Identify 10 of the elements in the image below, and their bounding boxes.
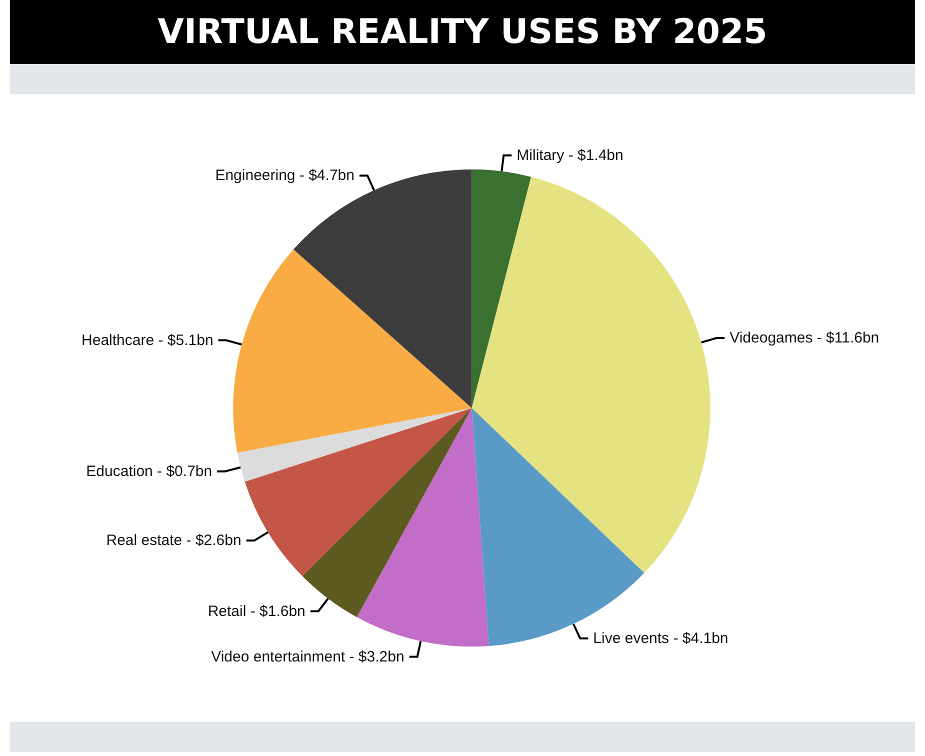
slice-label: Engineering - $4.7bn xyxy=(215,167,354,184)
slice-label: Healthcare - $5.1bn xyxy=(82,332,214,349)
slice-label: Education - $0.7bn xyxy=(86,462,212,480)
chart-title: VIRTUAL REALITY USES BY 2025 xyxy=(10,0,915,64)
slice-label: Military - $1.4bn xyxy=(516,146,624,164)
slice-label: Retail - $1.6bn xyxy=(208,602,306,620)
slice-label: Videogames - $11.6bn xyxy=(730,330,880,347)
slice-label: Live events - $4.1bn xyxy=(593,630,728,647)
slice-label: Real estate - $2.6bn xyxy=(106,532,242,550)
slice-label: Video entertainment - $3.2bn xyxy=(211,648,404,666)
